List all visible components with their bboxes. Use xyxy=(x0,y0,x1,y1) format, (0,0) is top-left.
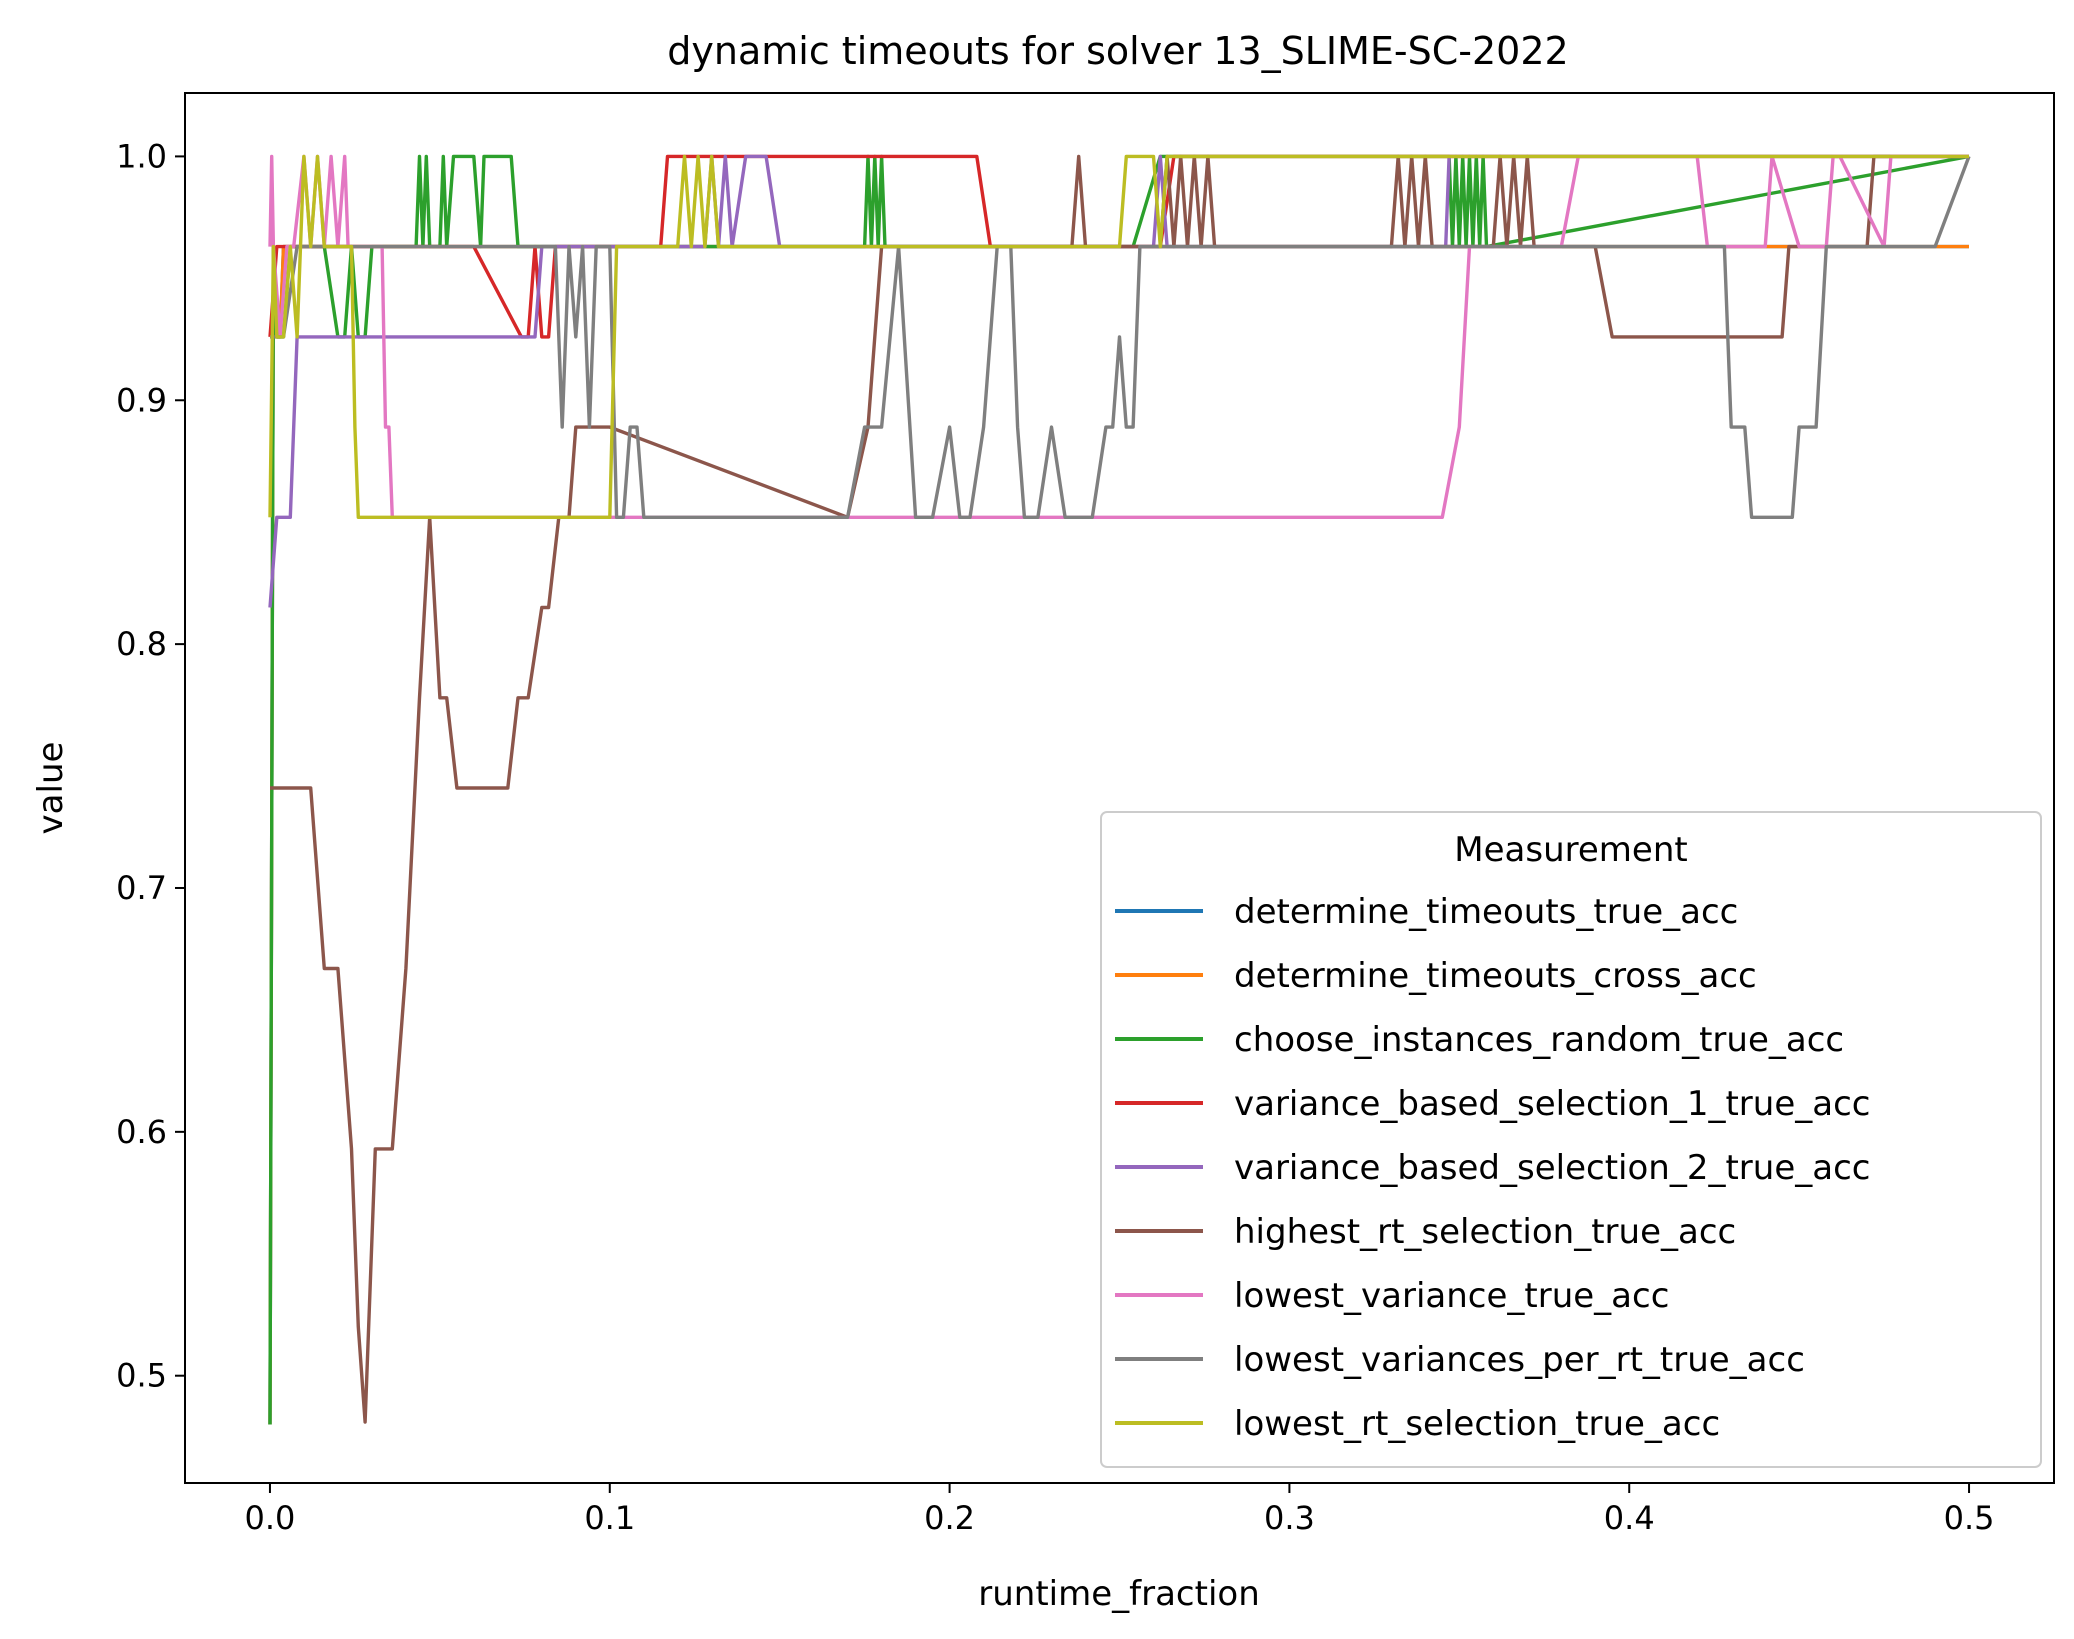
x-tick-label: 0.3 xyxy=(1264,1499,1315,1537)
legend-label: determine_timeouts_cross_acc xyxy=(1234,956,1757,996)
x-tick-label: 0.1 xyxy=(584,1499,635,1537)
series-line-lowest-rt-selection-true-acc xyxy=(268,154,1969,519)
legend-label: variance_based_selection_1_true_acc xyxy=(1234,1084,1870,1124)
legend: Measurement determine_timeouts_true_accd… xyxy=(1100,811,2042,1468)
x-axis-label: runtime_fraction xyxy=(978,1574,1260,1614)
x-tick-label: 0.2 xyxy=(924,1499,975,1537)
legend-label: highest_rt_selection_true_acc xyxy=(1234,1212,1736,1252)
legend-label: lowest_variance_true_acc xyxy=(1234,1276,1669,1316)
legend-label: determine_timeouts_true_acc xyxy=(1234,892,1738,932)
y-tick-label: 1.0 xyxy=(116,137,167,175)
x-tick-label: 0.0 xyxy=(245,1499,296,1537)
plot-frame xyxy=(184,92,2055,1484)
y-axis-label: value xyxy=(31,742,71,835)
y-tick-label: 0.8 xyxy=(116,625,167,663)
legend-label: choose_instances_random_true_acc xyxy=(1234,1020,1844,1060)
legend-label: lowest_variances_per_rt_true_acc xyxy=(1234,1340,1805,1380)
x-axis: 0.0 0.1 0.2 0.3 0.4 0.5 xyxy=(245,1483,1995,1537)
legend-title: Measurement xyxy=(1454,830,1687,870)
series-line-lowest-variances-per-rt-true-acc xyxy=(270,155,1971,519)
series-layer xyxy=(268,154,1971,1425)
y-tick-label: 0.6 xyxy=(116,1113,167,1151)
legend-label: variance_based_selection_2_true_acc xyxy=(1234,1148,1870,1188)
y-tick-label: 0.9 xyxy=(116,381,167,419)
y-tick-label: 0.5 xyxy=(116,1357,167,1395)
legend-box xyxy=(1100,811,2042,1468)
chart-title: dynamic timeouts for solver 13_SLIME-SC-… xyxy=(667,29,1568,73)
y-tick-label: 0.7 xyxy=(116,869,167,907)
x-tick-label: 0.4 xyxy=(1604,1499,1655,1537)
y-axis: 0.5 0.6 0.7 0.8 0.9 1.0 xyxy=(116,137,185,1395)
x-tick-label: 0.5 xyxy=(1944,1499,1995,1537)
legend-label: lowest_rt_selection_true_acc xyxy=(1234,1404,1720,1444)
